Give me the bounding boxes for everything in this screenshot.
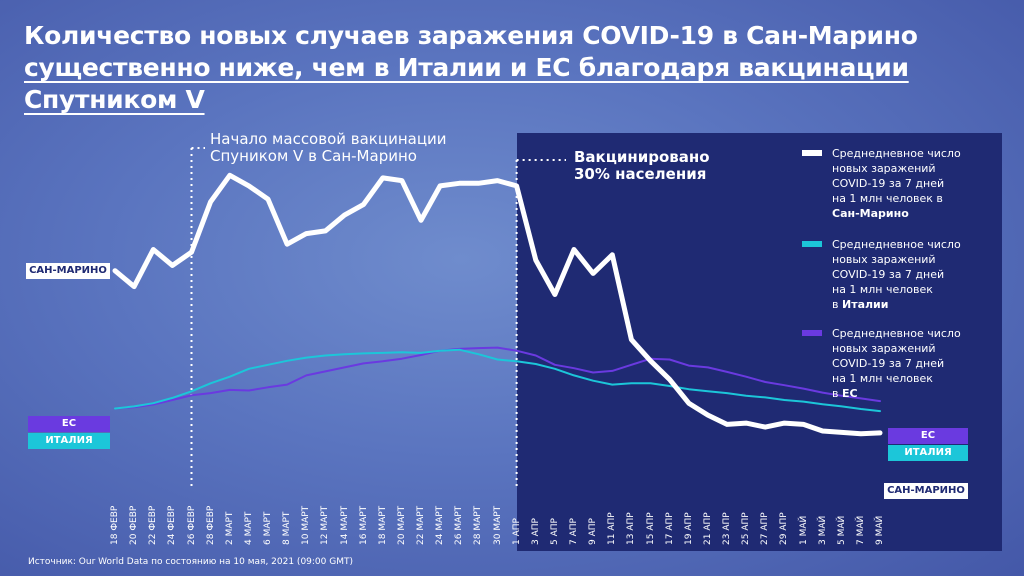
legend-line: на 1 млн человек в [832, 192, 943, 205]
x-tick-label: 3 МАЙ [817, 515, 828, 545]
tag-italy-right: ИТАЛИЯ [888, 445, 968, 461]
x-tick-label: 28 МАРТ [473, 505, 484, 545]
legend-bold: ЕС [841, 387, 858, 400]
x-tick-label: 27 АПР [760, 512, 771, 545]
x-tick-label: 12 МАРТ [320, 505, 331, 545]
x-tick-label: 23 АПР [722, 512, 732, 545]
x-tick-label: 26 МАРТ [454, 505, 465, 545]
legend-text-italy: Среднедневное число новых заражений COVI… [832, 237, 1002, 312]
x-tick-label: 24 МАРТ [435, 505, 446, 545]
legend-line: COVID-19 за 7 дней [832, 357, 945, 370]
post-vaccination-panel [517, 133, 1002, 551]
legend-text-eu: Среднедневное число новых заражений COVI… [832, 326, 1002, 401]
x-tick-label: 22 МАРТ [416, 505, 426, 545]
x-tick-label: 3 АПР [530, 518, 541, 545]
title-line-3: Спутником V [24, 85, 205, 114]
tag-san-marino-left: САН-МАРИНО [26, 263, 110, 279]
x-tick-label: 9 МАЙ [875, 515, 885, 545]
annotation-vaccination-start-line-1: Начало массовой вакцинации [210, 130, 447, 148]
x-tick-label: 20 ФЕВР [129, 505, 140, 545]
x-tick-label: 20 МАРТ [396, 505, 407, 545]
x-tick-label: 21 АПР [702, 512, 713, 545]
title-line-1: Количество новых случаев заражения COVID… [24, 21, 918, 50]
x-tick-label: 10 МАРТ [301, 505, 312, 545]
legend-line: новых заражений [832, 342, 936, 355]
tag-eu-left: ЕС [28, 416, 110, 432]
legend-line: в [832, 298, 839, 311]
legend-text-san-marino: Среднедневное число новых заражений COVI… [832, 146, 1002, 221]
x-tick-label: 26 ФЕВР [186, 505, 197, 545]
x-tick-label: 8 МАРТ [282, 511, 293, 545]
annotation-vaccination-start-line-2: Спуником V в Сан-Марино [210, 147, 417, 165]
x-tick-label: 18 МАРТ [377, 505, 388, 545]
legend-bold: Италии [841, 298, 889, 311]
legend-swatch-eu [802, 330, 822, 336]
x-tick-label: 19 АПР [683, 512, 694, 545]
x-tick-label: 17 АПР [664, 512, 675, 545]
title-line-2: существенно ниже, чем в Италии и ЕС благ… [24, 53, 909, 82]
tag-eu-right: ЕС [888, 428, 968, 444]
legend-line: COVID-19 за 7 дней [832, 177, 945, 190]
legend-item-san-marino: Среднедневное число новых заражений COVI… [802, 146, 1002, 221]
series-line-san-marino [112, 172, 883, 437]
x-tick-label: 1 АПР [511, 518, 522, 545]
legend-item-eu: Среднедневное число новых заражений COVI… [802, 326, 1002, 401]
x-tick-label: 7 АПР [569, 518, 579, 545]
x-tick-label: 4 МАРТ [243, 511, 254, 545]
legend-bold: Сан-Марино [832, 207, 909, 220]
x-tick-label: 15 АПР [645, 512, 656, 545]
x-tick-label: 2 МАРТ [224, 511, 235, 545]
x-tick-label: 11 АПР [607, 512, 618, 545]
annotation-vaccinated-30-line-2: 30% населения [574, 165, 707, 183]
annotation-vaccinated-30: Вакцинировано 30% населения [574, 149, 710, 183]
tag-italy-left: ИТАЛИЯ [28, 433, 110, 449]
series-line-italy [114, 348, 881, 413]
series-line-eu [114, 346, 881, 410]
legend-item-italy: Среднедневное число новых заражений COVI… [802, 237, 1002, 312]
x-tick-label: 29 АПР [779, 512, 790, 545]
page-title: Количество новых случаев заражения COVID… [24, 20, 1004, 116]
x-tick-label: 16 МАРТ [358, 505, 369, 545]
legend-line: Среднедневное число [832, 147, 961, 160]
legend-line: COVID-19 за 7 дней [832, 268, 945, 281]
tag-san-marino-right: САН-МАРИНО [884, 483, 968, 499]
legend-line: новых заражений [832, 253, 936, 266]
x-tick-label: 5 МАЙ [836, 515, 847, 545]
legend-line: новых заражений [832, 162, 936, 175]
x-tick-label: 24 ФЕВР [167, 505, 178, 545]
x-tick-label: 7 МАЙ [855, 515, 866, 545]
x-tick-label: 18 ФЕВР [110, 505, 120, 545]
legend-line: Среднедневное число [832, 327, 961, 340]
annotation-vaccination-start: Начало массовой вакцинации Спуником V в … [210, 131, 447, 165]
legend-line: на 1 млн человек [832, 283, 933, 296]
x-tick-label: 14 МАРТ [339, 505, 350, 545]
x-tick-label: 13 АПР [626, 512, 637, 545]
x-tick-label: 22 ФЕВР [148, 505, 159, 545]
legend-line: на 1 млн человек [832, 372, 933, 385]
x-tick-label: 1 МАЙ [798, 515, 809, 545]
legend-swatch-italy [802, 241, 822, 247]
x-tick-label: 30 МАРТ [492, 505, 503, 545]
x-tick-label: 5 АПР [549, 518, 560, 545]
annotation-vaccinated-30-line-1: Вакцинировано [574, 148, 710, 166]
legend-line: Среднедневное число [832, 238, 961, 251]
x-tick-label: 9 АПР [588, 518, 599, 545]
x-tick-label: 25 АПР [741, 512, 752, 545]
legend-line: в [832, 387, 839, 400]
x-tick-label: 6 МАРТ [263, 511, 273, 545]
legend-swatch-san-marino [802, 150, 822, 156]
source-note: Источник: Our World Data по состоянию на… [28, 557, 353, 567]
x-tick-label: 28 ФЕВР [205, 505, 216, 545]
